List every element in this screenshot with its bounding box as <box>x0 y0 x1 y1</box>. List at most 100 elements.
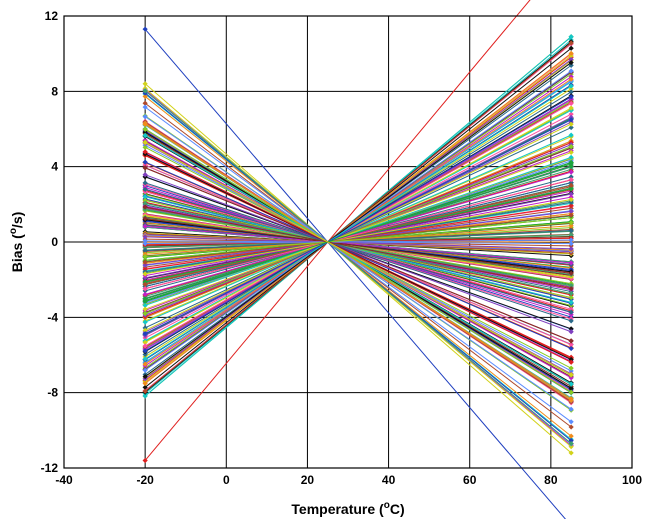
series-marker <box>568 45 574 51</box>
series-line <box>144 122 572 401</box>
y-tick-label: -8 <box>47 386 58 400</box>
series-line <box>145 199 572 299</box>
series-marker <box>568 365 574 371</box>
series-marker <box>142 194 148 200</box>
series-line <box>144 85 572 360</box>
series-marker <box>568 100 574 107</box>
series-197 <box>142 133 574 387</box>
series-11 <box>142 100 574 430</box>
series-line <box>145 196 572 303</box>
y-tick-labels: -12 -8 -4 0 4 8 12 <box>41 9 59 475</box>
series-line <box>144 135 572 385</box>
series-marker <box>568 94 574 100</box>
series-marker <box>568 149 574 156</box>
series-line <box>145 179 572 290</box>
series-marker <box>142 291 148 298</box>
series-marker <box>568 286 574 292</box>
series-marker <box>142 197 148 203</box>
y-tick-label: 8 <box>51 84 58 98</box>
series-marker <box>568 444 574 450</box>
series-line <box>145 184 572 286</box>
series-line <box>144 182 572 322</box>
series-249 <box>142 234 574 252</box>
series-marker <box>568 34 574 40</box>
series-lines <box>142 0 574 519</box>
series-marker <box>568 124 574 131</box>
series-line <box>145 225 572 264</box>
series-line <box>145 217 572 274</box>
series-marker <box>568 56 574 63</box>
series-marker <box>142 306 148 312</box>
series-marker <box>142 149 148 155</box>
series-line <box>145 202 572 294</box>
series-marker <box>568 62 574 68</box>
series-marker <box>568 212 574 218</box>
series-marker <box>568 86 574 92</box>
series-marker <box>568 372 574 378</box>
series-line <box>144 96 572 352</box>
series-228 <box>142 196 574 277</box>
series-marker <box>568 154 574 160</box>
series-line <box>144 151 572 363</box>
series-marker <box>142 373 148 380</box>
series-237 <box>142 100 574 349</box>
series-marker <box>568 290 574 297</box>
x-tick-label: -20 <box>136 473 154 487</box>
series-209 <box>142 159 574 352</box>
series-marker <box>142 81 148 87</box>
series-marker <box>142 104 148 110</box>
series-marker <box>142 129 148 135</box>
series-marker <box>142 93 148 100</box>
series-229 <box>142 154 574 309</box>
series-marker <box>142 393 148 399</box>
series-marker <box>568 83 574 89</box>
series-231 <box>142 59 574 380</box>
series-222 <box>142 197 574 301</box>
series-marker <box>568 223 574 229</box>
series-200 <box>142 120 574 404</box>
series-marker <box>568 438 574 444</box>
series-marker <box>568 220 574 226</box>
series-line <box>145 171 572 295</box>
y-tick-label: -12 <box>41 461 59 475</box>
series-230 <box>142 169 574 298</box>
series-line <box>144 165 572 300</box>
series-line <box>144 28 567 519</box>
series-marker <box>142 262 148 268</box>
series-marker <box>568 186 574 192</box>
series-marker <box>568 368 574 374</box>
series-marker <box>142 186 148 193</box>
series-marker <box>568 306 574 312</box>
series-marker <box>142 238 148 244</box>
series-marker <box>568 237 574 243</box>
series-marker <box>568 163 574 169</box>
series-marker <box>142 351 148 358</box>
series-260 <box>142 139 574 378</box>
series-244 <box>142 149 574 312</box>
series-marker <box>142 457 148 464</box>
series-marker <box>568 121 574 127</box>
series-224 <box>142 215 574 277</box>
series-marker <box>142 172 148 178</box>
series-marker <box>568 397 574 404</box>
x-tick-label: 60 <box>463 473 477 487</box>
series-marker <box>568 406 574 412</box>
series-marker <box>568 159 574 166</box>
series-line <box>144 90 572 444</box>
series-marker <box>568 76 574 82</box>
series-marker <box>568 227 574 234</box>
x-tick-label: 0 <box>223 473 230 487</box>
series-line <box>144 116 572 410</box>
series-marker <box>568 345 574 352</box>
series-marker <box>142 384 148 390</box>
series-marker <box>568 424 574 430</box>
series-line <box>144 174 572 333</box>
series-line <box>144 47 572 388</box>
series-235 <box>142 182 574 288</box>
series-marker <box>568 132 574 138</box>
series-213 <box>142 194 574 305</box>
series-marker <box>568 270 574 277</box>
series-marker <box>142 120 148 126</box>
series-marker <box>142 310 148 317</box>
series-208 <box>142 165 574 344</box>
